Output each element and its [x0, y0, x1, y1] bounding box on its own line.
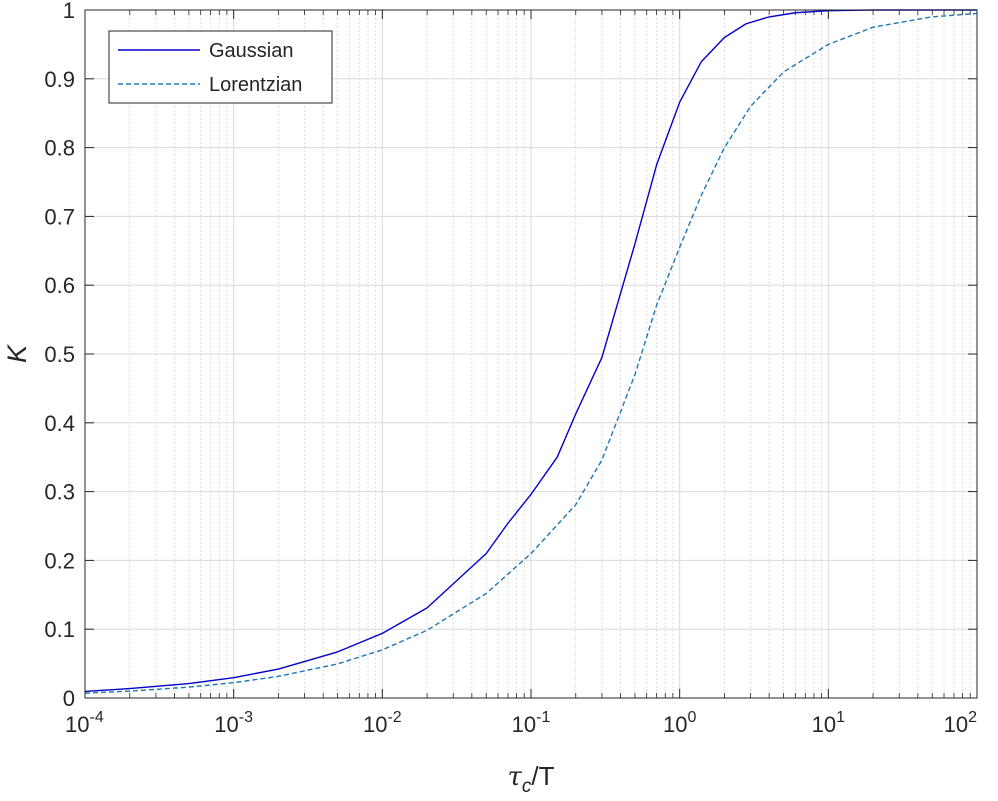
series-line-lorentzian [84, 12, 978, 694]
x-tick-label-exponent: -1 [536, 709, 550, 726]
x-tick-label-base: 10 [65, 712, 89, 737]
x-tick-label: 100 [663, 709, 696, 737]
x-tick-label-base: 10 [512, 712, 536, 737]
y-tick-label: 0.5 [44, 342, 75, 367]
x-axis-label: τc/T [508, 761, 555, 797]
x-axis-label-main: τ [508, 762, 523, 792]
x-axis-label-tail: /T [531, 761, 554, 791]
x-tick-label-exponent: 0 [687, 709, 696, 726]
series-layer [84, 9, 978, 694]
x-tick-label: 10-4 [65, 709, 104, 737]
x-tick-label: 101 [812, 709, 845, 737]
legend-label-gaussian: Gaussian [209, 40, 294, 62]
x-tick-label-exponent: 2 [968, 709, 977, 726]
legend-box [108, 30, 333, 104]
x-tick-label: 10-3 [214, 709, 253, 737]
y-tick-label: 0.8 [44, 136, 75, 161]
y-tick-label: 0.6 [44, 273, 75, 298]
x-tick-labels: 10-4 10-3 10-2 10-1 100 101 102 [65, 709, 977, 737]
x-tick-label: 10-2 [363, 709, 402, 737]
x-tick-label: 10-1 [512, 709, 551, 737]
series-line-gaussian [84, 9, 977, 693]
x-tick-label-exponent: -4 [89, 709, 103, 726]
legend: Gaussian Lorentzian [108, 30, 333, 104]
y-tick-label: 0.1 [44, 617, 75, 642]
x-tick-label-base: 10 [812, 712, 836, 737]
y-tick-label: 0 [63, 686, 75, 711]
x-tick-label: 102 [944, 709, 977, 737]
x-tick-label-base: 10 [214, 712, 238, 737]
y-tick-label: 0.7 [44, 204, 75, 229]
x-tick-label-base: 10 [663, 712, 687, 737]
y-tick-label: 0.9 [44, 67, 75, 92]
x-tick-label-base: 10 [944, 712, 968, 737]
x-tick-label-exponent: -3 [239, 709, 253, 726]
y-axis-label: K [2, 344, 32, 363]
x-tick-label-exponent: 1 [836, 709, 845, 726]
legend-label-lorentzian: Lorentzian [209, 74, 302, 96]
y-tick-label: 0.4 [44, 411, 75, 436]
x-axis-label-sub: c [522, 776, 532, 797]
x-tick-label-base: 10 [363, 712, 387, 737]
y-tick-labels: 0 0.1 0.2 0.3 0.4 0.5 0.6 0.7 0.8 0.9 1 [44, 0, 75, 711]
y-tick-label: 0.2 [44, 548, 75, 573]
y-tick-label: 1 [63, 0, 75, 23]
y-tick-label: 0.3 [44, 480, 75, 505]
tick-marks [84, 9, 978, 699]
x-tick-label-exponent: -2 [387, 709, 401, 726]
